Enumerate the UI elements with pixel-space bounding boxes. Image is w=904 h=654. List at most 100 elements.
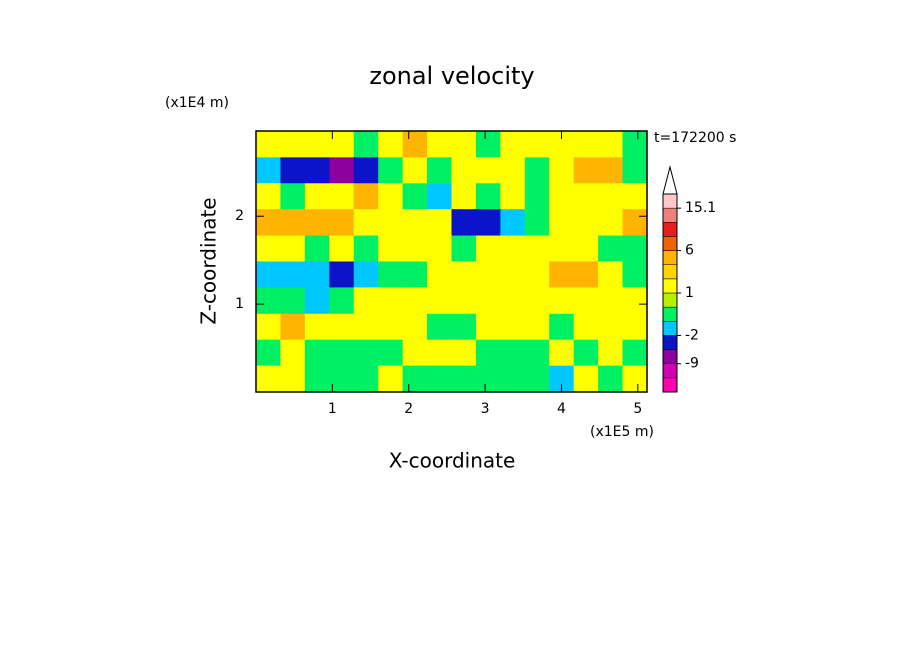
contour-cell xyxy=(256,235,281,262)
contour-cell xyxy=(451,157,477,184)
contour-cell xyxy=(329,287,355,315)
contour-cell xyxy=(598,313,624,341)
contour-cell xyxy=(622,313,648,341)
contour-cell xyxy=(524,131,550,158)
contour-cell xyxy=(622,183,648,210)
contour-cell xyxy=(280,183,306,210)
contour-cell xyxy=(280,287,306,315)
contour-cell xyxy=(500,261,526,288)
contour-cell xyxy=(256,339,281,367)
time-annotation: t=172200 s xyxy=(654,130,736,146)
contour-cell xyxy=(451,339,477,367)
contour-cell xyxy=(451,131,477,158)
contour-cell xyxy=(573,313,599,341)
contour-cell xyxy=(622,261,648,288)
contour-cell xyxy=(598,261,624,288)
contour-cell xyxy=(598,209,624,237)
contour-cell xyxy=(402,339,428,367)
colorbar-segment xyxy=(662,264,678,280)
contour-cell xyxy=(304,365,330,393)
contour-cell xyxy=(524,157,550,184)
contour-cell xyxy=(256,365,281,393)
colorbar-tick-label: -9 xyxy=(685,356,699,372)
contour-cell xyxy=(353,235,379,262)
plot-frame xyxy=(255,130,648,393)
colorbar-segment xyxy=(662,363,678,379)
contour-cell xyxy=(573,365,599,393)
contour-cell xyxy=(427,235,452,262)
contour-cell xyxy=(500,287,526,315)
contour-cell xyxy=(573,235,599,262)
contour-cell xyxy=(475,313,501,341)
x-axis-label: X-coordinate xyxy=(389,449,516,473)
contour-cell xyxy=(475,235,501,262)
contour-cell xyxy=(500,157,526,184)
contour-cell xyxy=(549,183,575,210)
contour-cell xyxy=(378,313,404,341)
contour-cell xyxy=(353,209,379,237)
contour-cell xyxy=(475,157,501,184)
contour-cell xyxy=(451,365,477,393)
contour-cell xyxy=(524,235,550,262)
contour-cell xyxy=(622,365,648,393)
contour-cell xyxy=(402,157,428,184)
contour-cell xyxy=(598,365,624,393)
contour-cell xyxy=(451,183,477,210)
contour-cell xyxy=(598,183,624,210)
contour-cell xyxy=(573,339,599,367)
contour-cell xyxy=(402,287,428,315)
contour-cell xyxy=(402,261,428,288)
contour-cell xyxy=(500,235,526,262)
colorbar-segment xyxy=(662,236,678,251)
contour-cell xyxy=(329,365,355,393)
contour-cell xyxy=(475,183,501,210)
contour-cell xyxy=(573,131,599,158)
x-tick-label: 5 xyxy=(633,401,642,417)
contour-cell xyxy=(378,131,404,158)
contour-cell xyxy=(280,209,306,237)
contour-cell xyxy=(598,157,624,184)
contour-cell xyxy=(524,365,550,393)
contour-cell xyxy=(353,183,379,210)
contour-cell xyxy=(451,287,477,315)
contour-cell xyxy=(549,157,575,184)
colorbar-segment xyxy=(662,306,678,322)
contour-cell xyxy=(304,313,330,341)
contour-cell xyxy=(427,183,452,210)
contour-cell xyxy=(573,183,599,210)
contour-cell xyxy=(524,261,550,288)
x-tick-label: 3 xyxy=(481,401,490,417)
contour-cell xyxy=(329,235,355,262)
contour-cell xyxy=(475,365,501,393)
contour-cell xyxy=(256,131,281,158)
contour-cell xyxy=(304,235,330,262)
colorbar-triangle xyxy=(662,165,678,195)
contour-cell xyxy=(427,131,452,158)
contour-cell xyxy=(280,261,306,288)
contour-cell xyxy=(500,209,526,237)
contour-cell xyxy=(500,313,526,341)
contour-cell xyxy=(280,339,306,367)
contour-cell xyxy=(256,183,281,210)
contour-cell xyxy=(329,183,355,210)
contour-cell xyxy=(304,183,330,210)
contour-cell xyxy=(427,157,452,184)
contour-cell xyxy=(329,261,355,288)
contour-cell xyxy=(549,261,575,288)
contour-cell xyxy=(524,339,550,367)
contour-cell xyxy=(329,339,355,367)
y-axis-label: Z-coordinate xyxy=(197,197,221,324)
contour-cell xyxy=(598,235,624,262)
contour-cell xyxy=(427,313,452,341)
contour-cell xyxy=(304,209,330,237)
contour-cell xyxy=(280,157,306,184)
y-tick-label: 1 xyxy=(235,296,244,312)
contour-cell xyxy=(256,157,281,184)
contour-cell xyxy=(256,313,281,341)
contour-cell xyxy=(256,209,281,237)
x-tick-label: 4 xyxy=(557,401,566,417)
contour-cell xyxy=(378,209,404,237)
contour-cell xyxy=(353,313,379,341)
contour-cell xyxy=(427,209,452,237)
